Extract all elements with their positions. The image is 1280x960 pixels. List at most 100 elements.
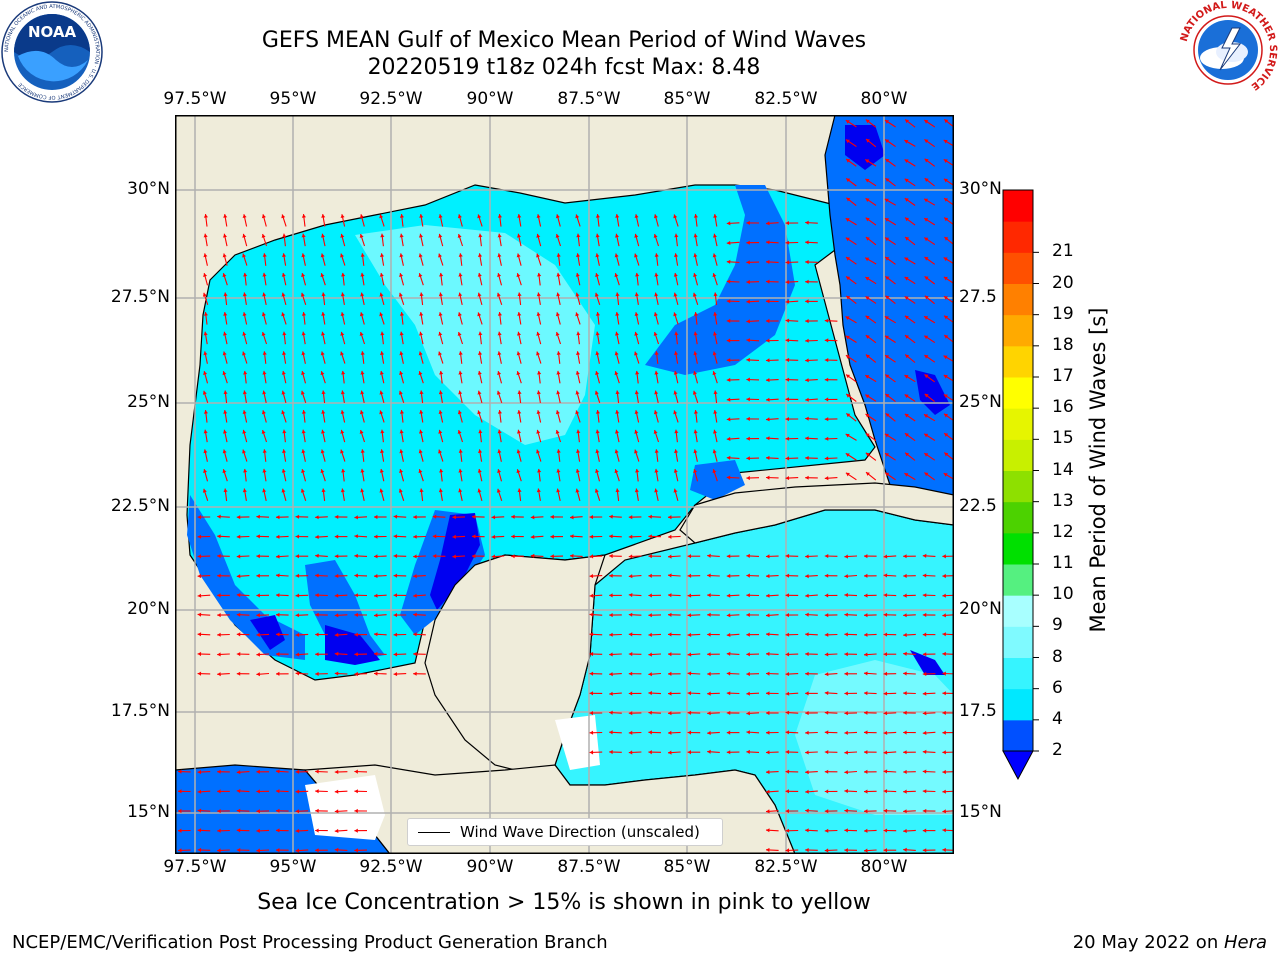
wind-arrow-head xyxy=(217,652,221,657)
wind-arrow-head xyxy=(517,410,522,414)
wind-arrow-head xyxy=(648,672,652,677)
wind-arrow-head xyxy=(438,253,442,258)
wind-arrow-head xyxy=(824,691,829,696)
wind-arrow-head xyxy=(295,848,300,853)
wind-arrow-head xyxy=(262,390,267,395)
wind-arrow-head xyxy=(634,233,639,238)
wind-arrow-head xyxy=(673,273,678,277)
wind-arrow-head xyxy=(609,672,613,677)
wind-arrow-head xyxy=(242,292,247,297)
wind-arrow-head xyxy=(242,312,247,316)
wind-arrow-head xyxy=(178,769,182,774)
wind-arrow-head xyxy=(511,554,515,559)
lon-label-top: 80°W xyxy=(860,89,908,109)
wind-arrow-head xyxy=(178,848,182,853)
colorbar-tick-label: 10 xyxy=(1052,584,1074,605)
wind-arrow-head xyxy=(766,358,770,363)
wind-arrow-head xyxy=(865,277,870,281)
wind-arrow-head xyxy=(438,214,443,218)
wind-arrow-head xyxy=(693,253,698,258)
wind-arrow-head xyxy=(380,331,385,336)
wind-arrow-head xyxy=(556,272,561,277)
colorbar-segment xyxy=(1003,626,1033,658)
colorbar-tick-label: 15 xyxy=(1052,428,1074,449)
cuba xyxy=(679,482,954,544)
wind-arrow-head xyxy=(398,390,403,395)
wind-arrow-head xyxy=(614,273,619,278)
wind-arrow-head xyxy=(589,711,593,716)
wind-arrow-head xyxy=(805,652,809,657)
wind-arrow-head xyxy=(615,292,620,297)
wind-arrow-head xyxy=(693,312,698,316)
wind-arrow-head xyxy=(393,652,398,657)
lon-label-top: 87.5°W xyxy=(557,89,621,109)
wind-arrow-head xyxy=(766,574,770,579)
wind-arrow-head xyxy=(883,593,888,598)
wind-arrow-head xyxy=(785,318,790,323)
wind-arrow-head xyxy=(341,370,346,375)
wind-arrow-head xyxy=(536,390,541,395)
wind-arrow-head xyxy=(478,429,483,434)
wind-arrow-head xyxy=(517,233,521,238)
lat-label-left: 22.5°N xyxy=(110,496,170,516)
wind-arrow-head xyxy=(413,593,417,598)
wind-arrow-head xyxy=(203,331,208,336)
wind-arrow-head xyxy=(399,371,404,375)
wind-arrow-head xyxy=(942,632,946,637)
wind-arrow-head xyxy=(419,429,423,434)
wind-arrow-head xyxy=(399,233,404,238)
wind-arrow-head xyxy=(648,652,652,657)
wind-arrow-head xyxy=(223,292,228,297)
wind-arrow-head xyxy=(845,472,850,477)
wind-arrow-head xyxy=(865,375,870,379)
wind-arrow-head xyxy=(864,769,868,774)
wind-arrow-head xyxy=(517,292,522,297)
wind-arrow-head xyxy=(864,554,868,559)
wind-arrow-head xyxy=(295,554,299,559)
wind-arrow-head xyxy=(419,292,424,297)
wind-arrow-head xyxy=(883,750,888,755)
wind-arrow-head xyxy=(359,234,364,238)
wind-arrow-head xyxy=(746,377,750,382)
wind-arrow-head xyxy=(846,276,851,281)
wind-arrow-head xyxy=(276,573,280,578)
wind-arrow-head xyxy=(668,515,672,520)
wind-arrow-head xyxy=(380,429,385,434)
wind-arrow-head xyxy=(354,652,358,657)
wind-arrow-head xyxy=(217,534,221,539)
wind-arrow-head xyxy=(217,514,221,519)
wind-arrow-head xyxy=(903,789,907,794)
wind-arrow-head xyxy=(785,672,790,677)
wind-arrow-head xyxy=(223,410,228,414)
wind-arrow-head xyxy=(418,469,423,474)
wind-arrow-head xyxy=(693,429,698,434)
wind-arrow-head xyxy=(315,515,319,520)
wind-arrow-head xyxy=(805,574,809,579)
wind-arrow-head xyxy=(824,789,829,794)
wind-arrow-head xyxy=(824,476,829,481)
colorbar-segment xyxy=(1003,408,1033,440)
wind-arrow-head xyxy=(242,214,247,218)
wind-arrow-head xyxy=(256,514,260,519)
wind-arrow-head xyxy=(511,534,515,539)
light-cyan-region xyxy=(795,660,954,815)
wind-arrow-head xyxy=(785,828,790,833)
wind-arrow-head xyxy=(864,613,868,618)
wind-arrow-head xyxy=(824,358,829,363)
wind-arrow-head xyxy=(693,233,698,238)
wind-arrow-head xyxy=(477,488,482,493)
wind-arrow-head xyxy=(458,390,463,395)
wind-arrow-head xyxy=(340,449,344,454)
wind-arrow-head xyxy=(295,514,300,519)
wind-arrow-head xyxy=(516,351,521,356)
wind-arrow-head xyxy=(922,593,927,598)
wind-arrow-head xyxy=(824,809,829,814)
wind-arrow-head xyxy=(766,417,770,422)
wind-arrow-head xyxy=(785,573,790,578)
wind-arrow-head xyxy=(340,233,345,238)
wind-arrow-head xyxy=(321,331,325,336)
wind-arrow-head xyxy=(262,272,267,277)
wind-arrow-head xyxy=(282,429,287,434)
wind-arrow-head xyxy=(359,214,364,219)
wind-arrow-head xyxy=(536,410,541,414)
